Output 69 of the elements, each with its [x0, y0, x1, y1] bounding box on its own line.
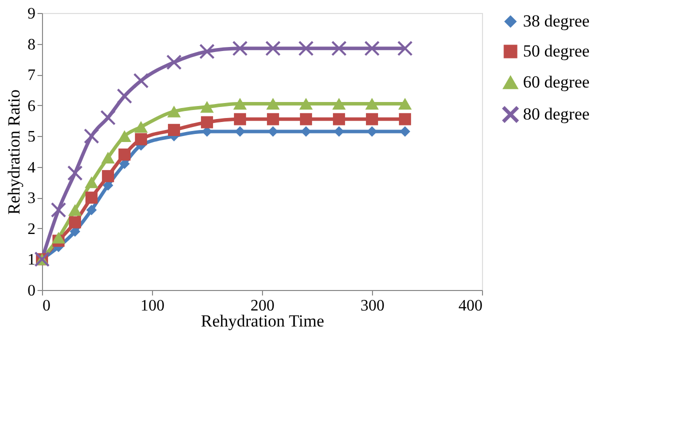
- point: [167, 106, 181, 118]
- point: [266, 113, 280, 126]
- x-tick-label: 400: [458, 298, 482, 314]
- point: [299, 98, 313, 110]
- point: [332, 98, 346, 110]
- point: [332, 40, 346, 56]
- x-tick-label: 100: [140, 298, 164, 314]
- point: [134, 133, 148, 146]
- legend-label: 80 degree: [523, 104, 590, 124]
- y-tick-label: 9: [28, 6, 36, 22]
- point: [300, 113, 312, 126]
- x-tick-label: 0: [42, 298, 50, 314]
- point: [366, 126, 378, 137]
- point: [298, 40, 314, 56]
- point: [168, 124, 180, 136]
- point: [86, 204, 97, 216]
- y-tick-label: 0: [28, 282, 36, 300]
- point: [134, 73, 148, 88]
- point: [234, 126, 246, 137]
- point: [233, 98, 247, 110]
- point: [101, 152, 115, 164]
- point: [332, 113, 346, 126]
- point: [166, 54, 182, 70]
- point: [398, 113, 412, 126]
- point: [200, 116, 214, 128]
- point: [52, 232, 66, 244]
- y-axis-title: Rehydration Ratio: [4, 89, 24, 215]
- point: [366, 113, 378, 126]
- point: [364, 40, 380, 56]
- point: [118, 148, 131, 161]
- point: [266, 40, 280, 56]
- legend-label: 60 degree: [523, 72, 590, 92]
- point: [234, 113, 246, 126]
- legend-label: 50 degree: [523, 42, 590, 60]
- point: [300, 126, 312, 137]
- point: [85, 192, 98, 204]
- y-tick-label: 6: [28, 98, 36, 115]
- y-tick-label: 7: [28, 67, 36, 84]
- point: [84, 128, 99, 144]
- x-axis-title: Rehydration Time: [200, 312, 324, 330]
- point: [200, 44, 214, 59]
- x-tick-label: 300: [360, 298, 384, 314]
- point: [84, 176, 98, 188]
- point: [268, 126, 278, 137]
- point: [68, 204, 82, 216]
- point: [365, 98, 379, 110]
- point: [117, 88, 132, 104]
- point: [68, 216, 82, 228]
- point: [68, 166, 82, 180]
- legend-label: 38 degree: [523, 12, 590, 30]
- y-tick-label: 8: [28, 36, 36, 54]
- y-tick-label: 3: [28, 190, 36, 208]
- point: [200, 101, 214, 113]
- point: [51, 202, 66, 218]
- point: [118, 130, 132, 142]
- y-tick-label: 4: [28, 159, 36, 176]
- point: [266, 98, 280, 110]
- point: [398, 98, 412, 110]
- x-tick-label: 200: [250, 298, 274, 314]
- y-tick-label: 5: [28, 128, 36, 146]
- point: [400, 126, 410, 137]
- point: [100, 110, 116, 126]
- y-tick-label: 2: [28, 220, 36, 238]
- point: [102, 170, 114, 182]
- y-tick-label: 1: [28, 252, 36, 269]
- point: [334, 126, 344, 137]
- point: [398, 40, 412, 56]
- point: [232, 40, 248, 56]
- point: [134, 121, 148, 133]
